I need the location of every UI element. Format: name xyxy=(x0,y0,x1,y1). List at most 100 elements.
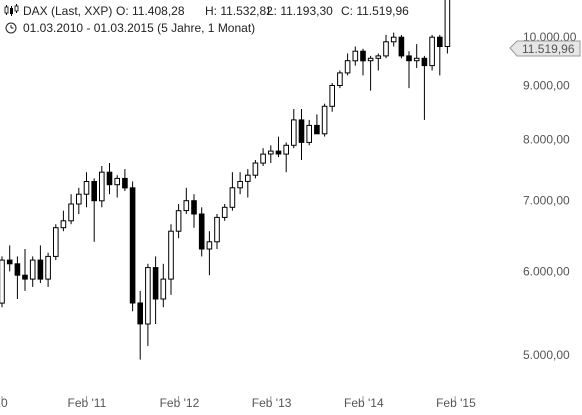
candle-body-up xyxy=(76,193,82,205)
candle-body-up xyxy=(252,162,259,176)
candle-body-up xyxy=(183,200,190,212)
candle xyxy=(321,103,328,137)
candle xyxy=(306,119,312,146)
candle-body-down xyxy=(6,259,13,265)
candles xyxy=(0,0,451,360)
candle-body-down xyxy=(22,274,28,280)
y-tick-label: 8.000,00 xyxy=(523,133,570,147)
candle xyxy=(53,224,59,261)
candle xyxy=(106,163,113,195)
candle-body-up xyxy=(321,105,328,135)
last-price-tag-shape xyxy=(509,40,581,57)
candle-body-up xyxy=(337,72,343,87)
candle-body-down xyxy=(406,55,412,62)
candle xyxy=(76,187,82,214)
candle xyxy=(437,34,443,76)
candlestick-chart-icon xyxy=(4,4,19,16)
candle xyxy=(390,32,397,47)
candle xyxy=(206,231,213,276)
candle-body-down xyxy=(298,119,305,143)
candle-body-up xyxy=(145,267,151,325)
candle-body-down xyxy=(191,200,197,215)
candle-body-up xyxy=(344,60,351,74)
candle xyxy=(352,46,359,66)
candle-body-up xyxy=(99,171,105,202)
candle xyxy=(137,290,143,360)
y-tick-label: 11.000,00 xyxy=(523,0,576,1)
candle xyxy=(275,136,282,157)
candle xyxy=(160,263,167,308)
candle-body-down xyxy=(314,124,320,135)
candle xyxy=(245,169,251,198)
candle xyxy=(383,34,389,59)
candle-body-down xyxy=(91,181,98,202)
candle xyxy=(145,263,151,346)
candle xyxy=(83,172,90,208)
candle-body-up xyxy=(45,255,51,280)
candle-body-up xyxy=(83,181,90,195)
candle xyxy=(22,249,28,291)
candle-body-up xyxy=(329,85,335,107)
y-tick-label: 7.000,00 xyxy=(523,194,570,208)
open-value: O: 11.408,28 xyxy=(116,4,185,18)
candle xyxy=(183,187,190,214)
candle-body-down xyxy=(152,267,159,300)
candle xyxy=(421,55,428,120)
candle-body-up xyxy=(429,36,435,67)
candle-body-down xyxy=(14,263,21,276)
x-tick-label: Feb '15 xyxy=(436,396,476,410)
clock-icon xyxy=(5,22,17,34)
candle xyxy=(45,252,51,287)
x-tick-label: Feb '12 xyxy=(160,396,200,410)
candle xyxy=(60,210,67,232)
candle-body-down xyxy=(437,36,443,48)
candle-body-down xyxy=(122,177,128,189)
candle-body-up xyxy=(383,41,389,57)
candle xyxy=(444,0,451,54)
candle-body-up xyxy=(214,216,220,243)
candle-body-up xyxy=(53,227,59,257)
candle-body-up xyxy=(390,36,397,43)
candle xyxy=(0,256,5,308)
candle xyxy=(221,204,228,221)
candle xyxy=(91,178,98,242)
chart-header: DAX (Last, XXP) O: 11.408,28 H: 11.532,8… xyxy=(4,4,409,35)
candle-body-up xyxy=(221,206,228,218)
candle xyxy=(99,166,105,208)
candle xyxy=(360,48,366,76)
low-value: L: 11.193,30 xyxy=(267,4,333,18)
candle xyxy=(406,51,412,89)
y-axis: 5.000,00 6.000,00 7.000,00 8.000,00 9.000,00… xyxy=(523,0,577,362)
candle xyxy=(429,34,435,71)
candle xyxy=(175,204,182,239)
candle-body-up xyxy=(175,210,182,232)
candle xyxy=(298,109,305,160)
candle xyxy=(237,172,243,195)
candle xyxy=(29,256,36,287)
candle-body-up xyxy=(229,187,236,208)
candle xyxy=(168,224,174,295)
x-axis: '10 Feb '11 Feb '12 Feb '13 Feb '14 Feb '15 xyxy=(0,396,476,410)
candle xyxy=(14,256,21,299)
candle xyxy=(398,34,405,59)
candle xyxy=(252,160,259,179)
candle-body-up xyxy=(68,203,74,222)
y-tick-label: 5.000,00 xyxy=(523,348,570,362)
candle xyxy=(283,142,289,173)
last-price-value: 11.519,96 xyxy=(522,42,575,56)
candle-body-up xyxy=(291,119,297,146)
candle xyxy=(122,169,128,191)
candle-body-up xyxy=(352,50,359,62)
instrument-name: DAX (Last, XXP) xyxy=(23,4,112,18)
candle xyxy=(344,53,351,76)
candle xyxy=(229,172,236,211)
candle xyxy=(268,145,274,163)
y-tick-label: 6.000,00 xyxy=(523,264,570,278)
candle xyxy=(291,109,297,149)
candle-body-up xyxy=(375,55,382,59)
candle-body-up xyxy=(444,0,451,47)
candle-body-down xyxy=(198,213,205,250)
candle xyxy=(129,181,136,312)
candle xyxy=(375,53,382,71)
candle-body-up xyxy=(206,241,213,250)
